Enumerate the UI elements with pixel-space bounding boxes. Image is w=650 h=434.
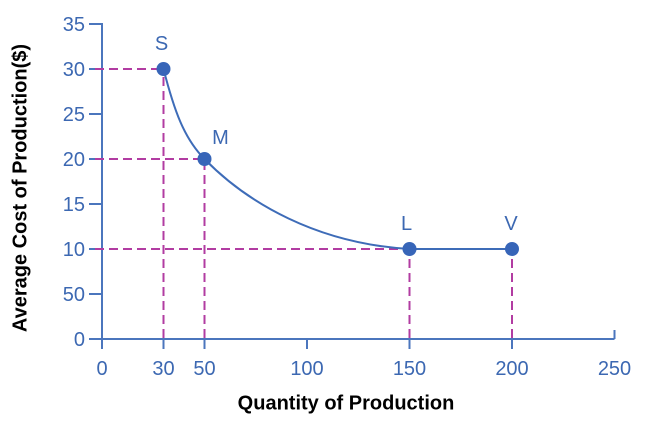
y-tick-label: 0 xyxy=(74,329,85,351)
y-axis-title: Average Cost of Production($) xyxy=(9,43,32,333)
y-tick-label: 15 xyxy=(63,194,85,216)
x-tick-label: 50 xyxy=(193,358,215,380)
point-label-M: M xyxy=(212,127,229,149)
y-tick-label: 10 xyxy=(63,239,85,261)
y-tick-label: 25 xyxy=(63,104,85,126)
x-tick-label: 150 xyxy=(393,358,426,380)
x-tick-label: 0 xyxy=(96,358,107,380)
point-label-L: L xyxy=(401,213,412,235)
data-point-V xyxy=(505,242,519,256)
x-tick-label: 250 xyxy=(598,358,631,380)
y-tick-label: 50 xyxy=(63,284,85,306)
data-point-L xyxy=(402,242,417,256)
data-point-S xyxy=(156,62,171,76)
point-label-S: S xyxy=(155,33,168,55)
y-tick-label: 30 xyxy=(63,59,85,81)
x-axis-title: Quantity of Production xyxy=(237,392,455,415)
x-tick-label: 200 xyxy=(495,358,528,380)
y-tick-label: 35 xyxy=(63,14,85,36)
y-tick-label: 20 xyxy=(63,149,85,171)
x-tick-label: 100 xyxy=(290,358,323,380)
x-tick-label: 30 xyxy=(152,358,174,380)
point-label-V: V xyxy=(504,213,518,235)
data-point-M xyxy=(197,152,212,166)
average-cost-curve xyxy=(162,68,512,250)
